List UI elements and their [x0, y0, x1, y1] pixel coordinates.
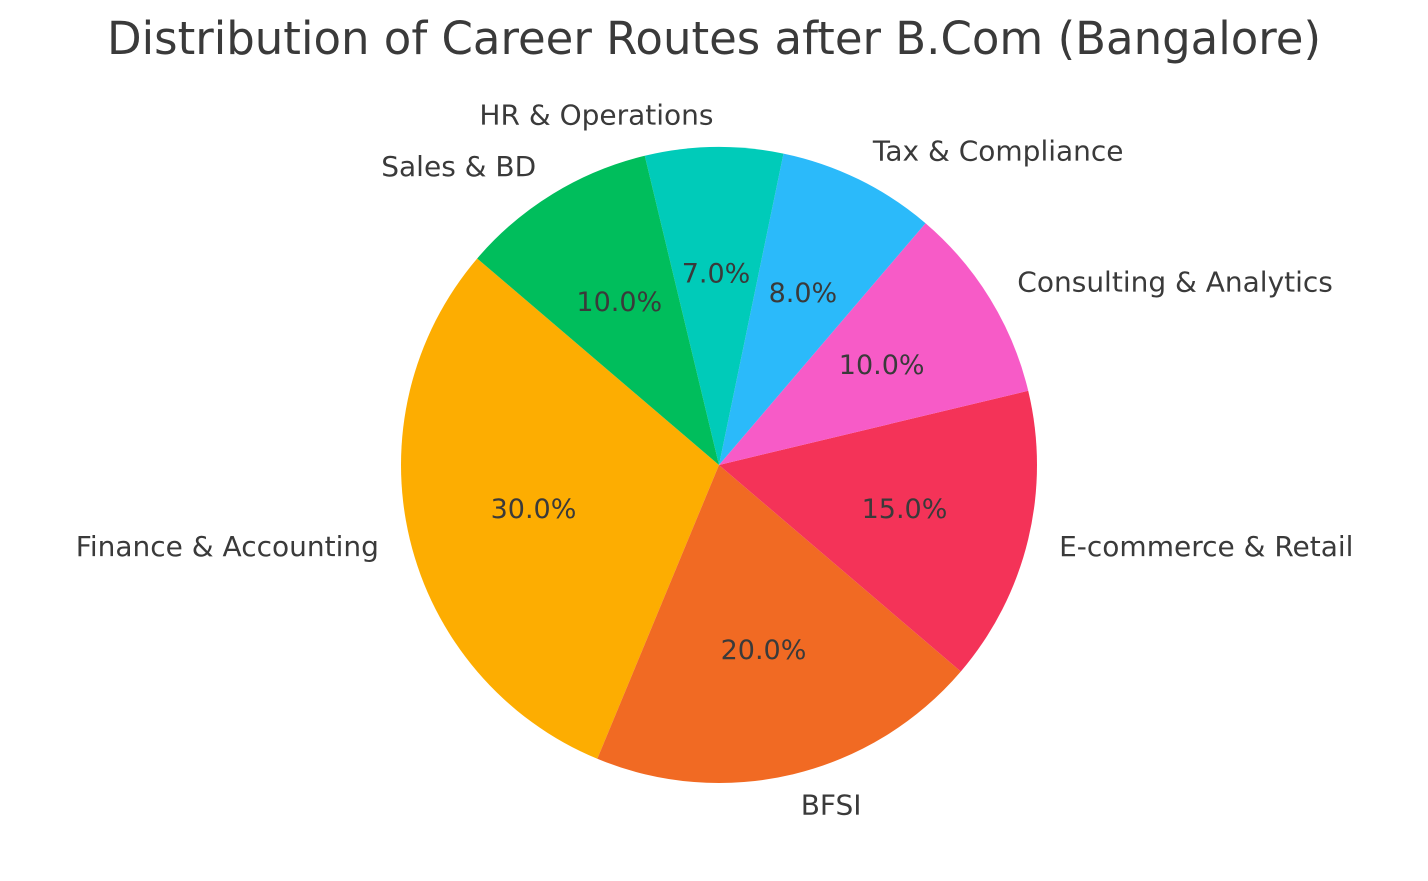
- slice-label-finance-accounting: Finance & Accounting: [76, 530, 379, 563]
- pie-slice-consulting-analytics: [719, 223, 1029, 465]
- pie-slice-hr-operations: [644, 147, 784, 465]
- slice-label-bfsi: BFSI: [801, 789, 862, 822]
- slice-label-consulting-analytics: Consulting & Analytics: [1017, 266, 1333, 299]
- pie-slice-tax-compliance: [719, 153, 926, 466]
- slice-label-sales-bd: Sales & BD: [381, 150, 536, 183]
- slice-percent-label-hr-operations: 7.0%: [682, 259, 751, 290]
- slice-percent-label-finance-accounting: 30.0%: [491, 494, 577, 525]
- chart-title: Distribution of Career Routes after B.Co…: [106, 12, 1322, 65]
- slice-percent-label-e-commerce-retail: 15.0%: [862, 494, 948, 525]
- slice-percent-label-bfsi: 20.0%: [721, 635, 807, 666]
- slice-label-e-commerce-retail: E-commerce & Retail: [1059, 530, 1353, 563]
- slice-label-hr-operations: HR & Operations: [479, 99, 713, 132]
- slice-percent-label-consulting-analytics: 10.0%: [839, 350, 925, 381]
- slice-label-tax-compliance: Tax & Compliance: [872, 134, 1124, 167]
- pie-slice-e-commerce-retail: [719, 390, 1037, 672]
- slice-percent-label-sales-bd: 10.0%: [576, 287, 662, 318]
- pie-slice-sales-bd: [477, 155, 719, 466]
- slice-percent-label-tax-compliance: 8.0%: [769, 278, 838, 309]
- pie-slice-bfsi: [597, 465, 961, 783]
- pie-slice-finance-accounting: [401, 258, 719, 759]
